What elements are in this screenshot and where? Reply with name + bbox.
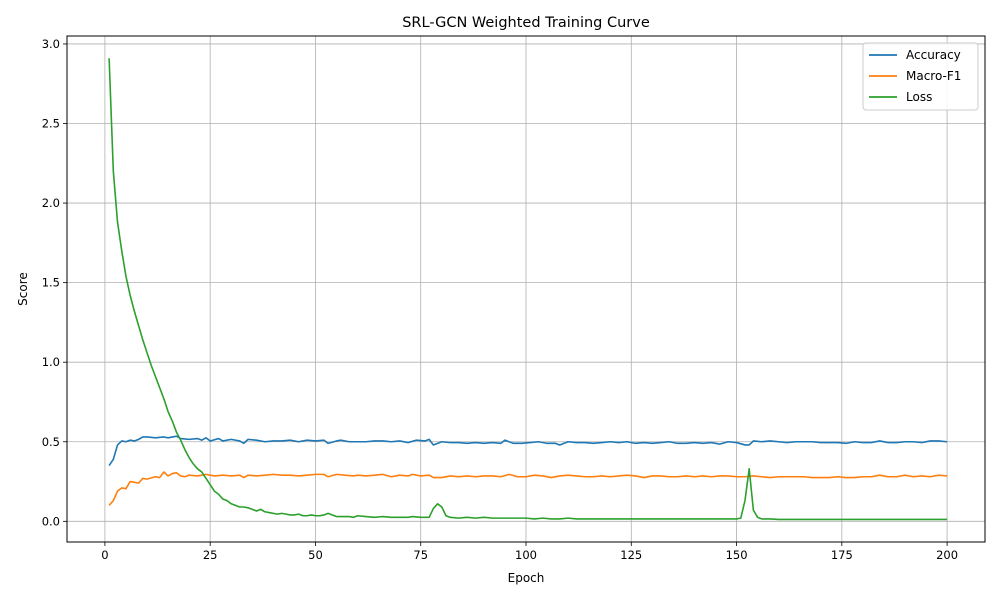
series-lines: [108, 58, 948, 521]
y-tick-label: 1.5: [42, 276, 60, 290]
grid: [67, 36, 985, 542]
legend-label: Accuracy: [906, 48, 961, 62]
y-tick-label: 0.0: [42, 514, 60, 528]
axis-ticks: 0 25 50 75 100 125 150 175 200 0.0 0.5 1.0 1.5 2.0 2.5…: [42, 37, 958, 562]
series-line-macro-f1: [108, 471, 948, 506]
x-axis-label: Epoch: [508, 571, 545, 585]
chart-title: SRL-GCN Weighted Training Curve: [402, 15, 650, 31]
x-tick-label: 200: [936, 548, 958, 562]
legend-label: Loss: [906, 90, 932, 104]
legend-label: Macro-F1: [906, 69, 961, 83]
series-line-accuracy: [108, 435, 948, 467]
x-tick-label: 100: [515, 548, 537, 562]
y-tick-label: 0.5: [42, 435, 60, 449]
series-line-loss: [108, 58, 948, 521]
y-axis-label: Score: [16, 272, 30, 306]
x-tick-label: 175: [831, 548, 853, 562]
y-tick-label: 3.0: [42, 37, 60, 51]
y-tick-label: 1.0: [42, 355, 60, 369]
y-tick-label: 2.0: [42, 196, 60, 210]
x-tick-label: 50: [308, 548, 323, 562]
x-tick-label: 75: [413, 548, 428, 562]
x-tick-label: 25: [203, 548, 218, 562]
x-tick-label: 125: [620, 548, 642, 562]
legend: Accuracy Macro-F1 Loss: [862, 42, 979, 111]
y-tick-label: 2.5: [42, 117, 60, 131]
x-tick-label: 0: [101, 548, 108, 562]
x-tick-label: 150: [726, 548, 748, 562]
legend-box: [862, 42, 979, 111]
